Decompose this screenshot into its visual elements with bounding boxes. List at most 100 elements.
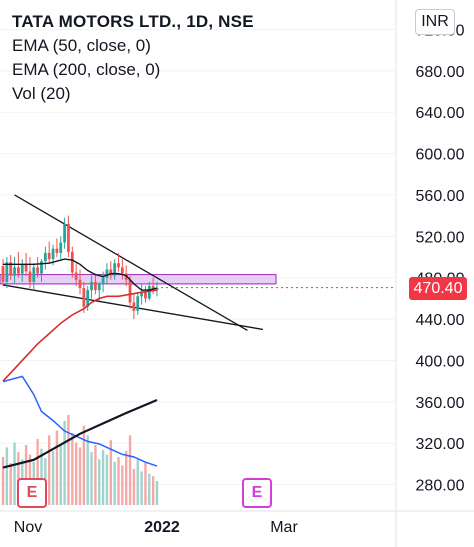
price-tick-label: 400.00 [416, 353, 465, 370]
candles [1, 215, 159, 320]
price-tick-label: 360.00 [416, 395, 465, 412]
volume-bar [121, 465, 124, 505]
candle-body [36, 267, 40, 274]
volume-bar [51, 451, 55, 505]
volume-bar [98, 459, 101, 505]
last-price-tag: 470.40 [409, 277, 467, 300]
candle-body [155, 288, 159, 291]
volume-bar [117, 457, 120, 505]
volume-bar [113, 461, 116, 505]
volume-bar [109, 440, 112, 505]
volume-bar [74, 442, 78, 505]
candle-body [28, 271, 32, 282]
event-icon[interactable]: E [242, 478, 272, 508]
volume-bar [94, 445, 97, 505]
volume-bar [86, 435, 89, 505]
candle-body [124, 273, 128, 280]
candle-body [132, 302, 136, 311]
volume-bar [155, 481, 159, 505]
candle-body [117, 263, 120, 268]
candle-body [40, 261, 43, 274]
volume-bar [24, 445, 28, 505]
candle-body [43, 252, 47, 262]
volume-bars [1, 415, 159, 505]
candle-body [101, 277, 105, 284]
candle-body [136, 296, 140, 311]
time-tick-label: Nov [14, 519, 42, 536]
volume-ma-line [2, 375, 158, 467]
volume-bar [136, 459, 139, 505]
candle-body [32, 267, 36, 282]
candle-body [147, 285, 151, 299]
volume-bar [105, 454, 109, 505]
candle-body [120, 267, 124, 274]
candle-body [20, 264, 24, 274]
candle-body [47, 252, 51, 260]
indicator-ema50[interactable]: EMA (50, close, 0) [12, 36, 151, 55]
volume-bar [1, 457, 5, 505]
price-tick-label: 440.00 [416, 312, 465, 329]
volume-bar [5, 447, 9, 505]
volume-bar [90, 452, 93, 505]
time-tick-label: 2022 [144, 519, 180, 536]
volume-ma-line [2, 375, 158, 469]
volume-bar [128, 435, 132, 505]
earnings-event-icon[interactable]: E [17, 478, 47, 508]
candle-body [94, 281, 97, 291]
candle-body [1, 266, 5, 282]
volume-bar [132, 469, 136, 505]
candle-body [140, 292, 143, 297]
candle-body [63, 223, 66, 243]
candle-body [113, 263, 117, 276]
candle-body [74, 272, 78, 280]
candle-body [128, 279, 132, 303]
candle-body [51, 248, 55, 260]
ema50-line [3, 258, 158, 291]
volume-bar [13, 442, 16, 505]
resistance-zone-box [0, 274, 277, 285]
candle-body [70, 251, 74, 273]
volume-bar [71, 433, 74, 505]
trendline-upper [14, 194, 248, 332]
volume-bar [148, 473, 151, 505]
volume-pane-trend-line [2, 398, 158, 469]
time-tick-label: Mar [270, 519, 298, 536]
candle-body [82, 288, 86, 307]
volume-bar [55, 430, 59, 505]
candle-body [9, 262, 13, 276]
candle-body [109, 269, 113, 276]
currency-button[interactable]: INR [415, 9, 455, 35]
volume-bar [9, 463, 12, 505]
candle-body [5, 262, 9, 282]
volume-bar [59, 445, 62, 505]
price-tick-label: 320.00 [416, 436, 465, 453]
volume-bar [125, 451, 128, 505]
volume-bar [40, 448, 43, 505]
ema200-line [2, 289, 158, 382]
time-axis: Nov 2022 Mar [0, 510, 474, 536]
chart-legend: TATA MOTORS LTD., 1D, NSE EMA (50, close… [12, 10, 254, 106]
volume-bar [140, 471, 143, 505]
volume-bar [48, 435, 51, 505]
price-tick-label: 680.00 [416, 64, 465, 81]
volume-bar [101, 449, 105, 505]
indicator-ema200[interactable]: EMA (200, close, 0) [12, 60, 161, 79]
volume-bar [78, 447, 82, 505]
volume-bar [151, 476, 155, 505]
price-tick-label: 560.00 [416, 188, 465, 205]
candle-body [59, 242, 63, 253]
candle-body [90, 281, 93, 291]
price-tick-label: 640.00 [416, 105, 465, 122]
candle-body [78, 279, 82, 289]
price-tick-label: 280.00 [416, 478, 465, 495]
volume-bar [63, 421, 66, 505]
indicator-volume[interactable]: Vol (20) [12, 84, 71, 103]
volume-bar [144, 463, 147, 505]
symbol-title[interactable]: TATA MOTORS LTD., 1D, NSE [12, 12, 254, 31]
price-tick-label: 600.00 [416, 147, 465, 164]
ema-lines [2, 258, 158, 382]
candle-body [151, 285, 155, 291]
volume-bar [36, 439, 39, 505]
candle-body [97, 283, 101, 291]
